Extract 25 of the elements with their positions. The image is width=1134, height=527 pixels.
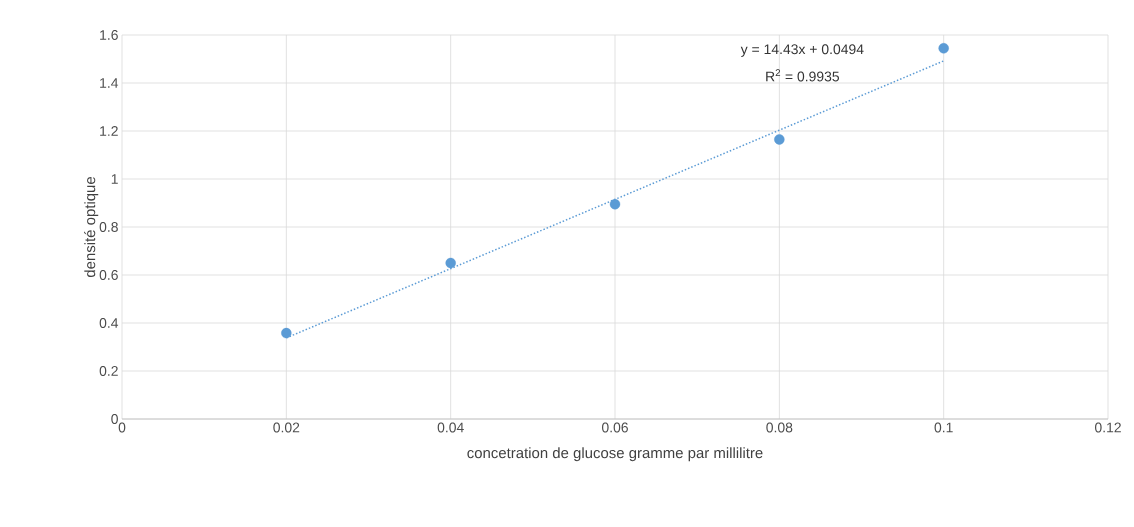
x-tick-label: 0.08 (766, 422, 793, 433)
y-tick-label: 0.4 (99, 318, 119, 328)
y-tick-label: 0.8 (99, 222, 118, 232)
point (445, 257, 456, 269)
annotation: R$^{2}$ = 0.9935 (766, 69, 840, 82)
y-tick-label: 1 (111, 174, 118, 184)
x-tick-label: 0.04 (437, 422, 464, 433)
x-tick-label: 0.12 (1094, 422, 1121, 433)
x-tick-label: 0 (118, 422, 126, 433)
point (938, 43, 949, 54)
x-tick-label: 0.06 (601, 422, 628, 433)
point (774, 134, 785, 145)
point (609, 199, 621, 210)
x-axis-title: concetration de glucose gramme par millilitre (467, 447, 763, 462)
y-tick-label: 1.4 (100, 78, 119, 88)
y-axis-title: densité optique (84, 177, 99, 278)
y-tick-label: 1.2 (100, 126, 118, 136)
x-tick-label: 0.1 (934, 422, 953, 433)
y-tick-label: 1.6 (100, 30, 118, 40)
y-tick-label: 0.2 (99, 366, 118, 376)
y-tick-label: 0 (111, 414, 118, 424)
y-tick-label: 0.6 (99, 270, 118, 280)
point (281, 327, 292, 339)
annotation: y = 14.43x + 0.0494 (740, 44, 864, 57)
x-tick-label: 0.02 (273, 422, 300, 433)
